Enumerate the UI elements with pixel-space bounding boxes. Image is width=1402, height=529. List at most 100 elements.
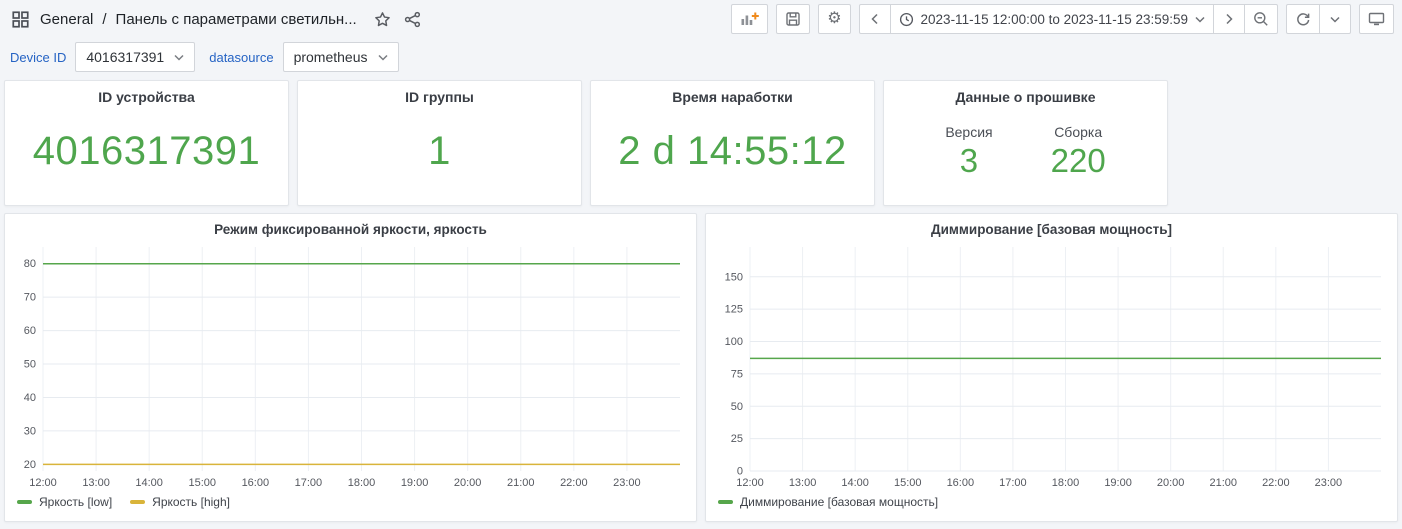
zoom-out-time-button[interactable] bbox=[1244, 4, 1278, 34]
y-tick-label: 150 bbox=[725, 271, 743, 283]
y-tick-label: 50 bbox=[24, 359, 36, 371]
stat-label: Версия bbox=[945, 124, 993, 140]
variable-device-id: Device ID 4016317391 bbox=[10, 42, 196, 72]
zoom-out-icon bbox=[1254, 12, 1268, 26]
x-tick-label: 15:00 bbox=[188, 477, 216, 489]
chart-plot-area[interactable]: 12:00 13:00 14:00 15:00 16:00 17:00 18:00 19:00… bbox=[13, 239, 688, 491]
x-tick-label: 12:00 bbox=[29, 477, 57, 489]
y-tick-label: 50 bbox=[731, 401, 743, 413]
plus-icon bbox=[751, 12, 759, 20]
add-panel-button[interactable] bbox=[731, 4, 769, 34]
chevron-right-icon bbox=[1225, 13, 1233, 25]
monitor-icon bbox=[1368, 12, 1385, 26]
panel-title: Режим фиксированной яркости, яркость bbox=[214, 222, 487, 237]
legend-item[interactable]: Яркость [low] bbox=[17, 495, 112, 509]
time-shift-back-button[interactable] bbox=[858, 4, 891, 34]
legend-swatch bbox=[130, 500, 146, 504]
chevron-down-icon bbox=[1195, 16, 1205, 23]
chart-panel-brightness: Режим фиксированной яркости, яркость 12:… bbox=[4, 213, 697, 522]
y-tick-label: 20 bbox=[24, 459, 36, 471]
dashboard-variables-row: Device ID 4016317391 datasource promethe… bbox=[0, 38, 1402, 76]
clock-icon bbox=[899, 12, 913, 26]
top-nav-bar: General / Панель с параметрами светильн.… bbox=[0, 0, 1402, 38]
dashboard-grid-icon[interactable] bbox=[10, 9, 31, 30]
x-tick-label: 19:00 bbox=[1104, 477, 1132, 489]
dashboard-settings-button[interactable]: ⚙ bbox=[818, 4, 851, 34]
chevron-down-icon bbox=[174, 54, 184, 61]
chart-legend: Диммирование [базовая мощность] bbox=[714, 491, 1389, 518]
legend-item[interactable]: Диммирование [базовая мощность] bbox=[718, 495, 938, 509]
variable-label: datasource bbox=[209, 49, 274, 65]
x-tick-label: 13:00 bbox=[789, 477, 817, 489]
x-tick-label: 18:00 bbox=[1052, 477, 1080, 489]
x-tick-label: 17:00 bbox=[999, 477, 1027, 489]
x-tick-label: 20:00 bbox=[1157, 477, 1185, 489]
kiosk-mode-button[interactable] bbox=[1359, 4, 1394, 34]
gear-icon: ⚙ bbox=[827, 10, 842, 27]
y-tick-label: 125 bbox=[725, 304, 743, 316]
breadcrumb-folder[interactable]: General bbox=[40, 10, 94, 28]
stat-panel-firmware: Данные о прошивке Версия 3 Сборка 220 bbox=[883, 80, 1168, 206]
firmware-stats: Версия 3 Сборка 220 bbox=[884, 105, 1167, 205]
time-shift-forward-button[interactable] bbox=[1213, 4, 1245, 34]
breadcrumb: General / Панель с параметрами светильн.… bbox=[10, 9, 423, 30]
device-id-value: 4016317391 bbox=[86, 49, 165, 65]
firmware-version: Версия 3 bbox=[945, 124, 992, 180]
panel-title: Данные о прошивке bbox=[955, 89, 1096, 105]
stat-label: Сборка bbox=[1054, 124, 1103, 140]
x-tick-label: 14:00 bbox=[135, 477, 163, 489]
x-tick-label: 13:00 bbox=[82, 477, 110, 489]
stat-panel-uptime: Время наработки 2 d 14:55:12 bbox=[590, 80, 875, 206]
x-tick-label: 14:00 bbox=[841, 477, 869, 489]
refresh-button[interactable] bbox=[1286, 4, 1320, 34]
share-icon[interactable] bbox=[402, 9, 423, 30]
variable-label: Device ID bbox=[10, 49, 67, 65]
save-dashboard-button[interactable] bbox=[776, 4, 811, 34]
legend-label: Яркость [high] bbox=[152, 495, 230, 509]
legend-swatch bbox=[17, 500, 32, 504]
x-tick-label: 22:00 bbox=[1262, 477, 1290, 489]
stat-value: 220 bbox=[1050, 142, 1106, 179]
stat-panel-group-id: ID группы 1 bbox=[297, 80, 582, 206]
y-tick-label: 30 bbox=[24, 425, 36, 437]
chart-plot-area[interactable]: 12:00 13:00 14:00 15:00 16:00 17:00 18:00 19:00… bbox=[714, 239, 1389, 491]
x-tick-label: 12:00 bbox=[736, 477, 764, 489]
panel-title: ID устройства bbox=[98, 89, 195, 105]
panel-title: Время наработки bbox=[672, 89, 793, 105]
panel-title: ID группы bbox=[405, 89, 474, 105]
time-range-picker-button[interactable]: 2023-11-15 12:00:00 to 2023-11-15 23:59:… bbox=[889, 4, 1214, 34]
x-tick-label: 21:00 bbox=[507, 477, 535, 489]
chevron-down-icon bbox=[377, 54, 388, 61]
firmware-build: Сборка 220 bbox=[1051, 124, 1106, 180]
x-tick-label: 16:00 bbox=[947, 477, 975, 489]
y-tick-label: 40 bbox=[24, 392, 36, 404]
y-tick-label: 80 bbox=[24, 258, 36, 270]
y-tick-label: 100 bbox=[725, 336, 743, 348]
x-tick-label: 18:00 bbox=[348, 477, 376, 489]
legend-label: Яркость [low] bbox=[39, 495, 113, 509]
stat-value: 1 bbox=[428, 128, 451, 173]
y-tick-label: 60 bbox=[24, 325, 36, 337]
x-tick-label: 20:00 bbox=[454, 477, 482, 489]
device-id-select[interactable]: 4016317391 bbox=[75, 42, 196, 72]
chevron-left-icon bbox=[871, 13, 878, 25]
stat-value: 3 bbox=[959, 142, 979, 179]
stat-panels-row: ID устройства 4016317391 ID группы 1 Вре… bbox=[0, 76, 1402, 206]
stat-panel-device-id: ID устройства 4016317391 bbox=[4, 80, 289, 206]
save-icon bbox=[786, 12, 800, 26]
x-tick-label: 17:00 bbox=[295, 477, 323, 489]
x-tick-label: 22:00 bbox=[560, 477, 588, 489]
chart-panels-row: Режим фиксированной яркости, яркость 12:… bbox=[0, 206, 1402, 526]
refresh-controls-group bbox=[1286, 4, 1351, 34]
legend-item[interactable]: Яркость [high] bbox=[130, 495, 230, 509]
x-tick-label: 23:00 bbox=[1315, 477, 1343, 489]
x-tick-label: 16:00 bbox=[242, 477, 270, 489]
star-icon[interactable] bbox=[372, 9, 393, 30]
variable-datasource: datasource prometheus bbox=[209, 42, 399, 72]
y-tick-label: 0 bbox=[737, 466, 743, 478]
legend-swatch bbox=[718, 500, 733, 504]
datasource-select[interactable]: prometheus bbox=[282, 42, 399, 72]
breadcrumb-dashboard-title[interactable]: Панель с параметрами светильн... bbox=[115, 10, 357, 28]
refresh-interval-dropdown[interactable] bbox=[1319, 4, 1351, 34]
